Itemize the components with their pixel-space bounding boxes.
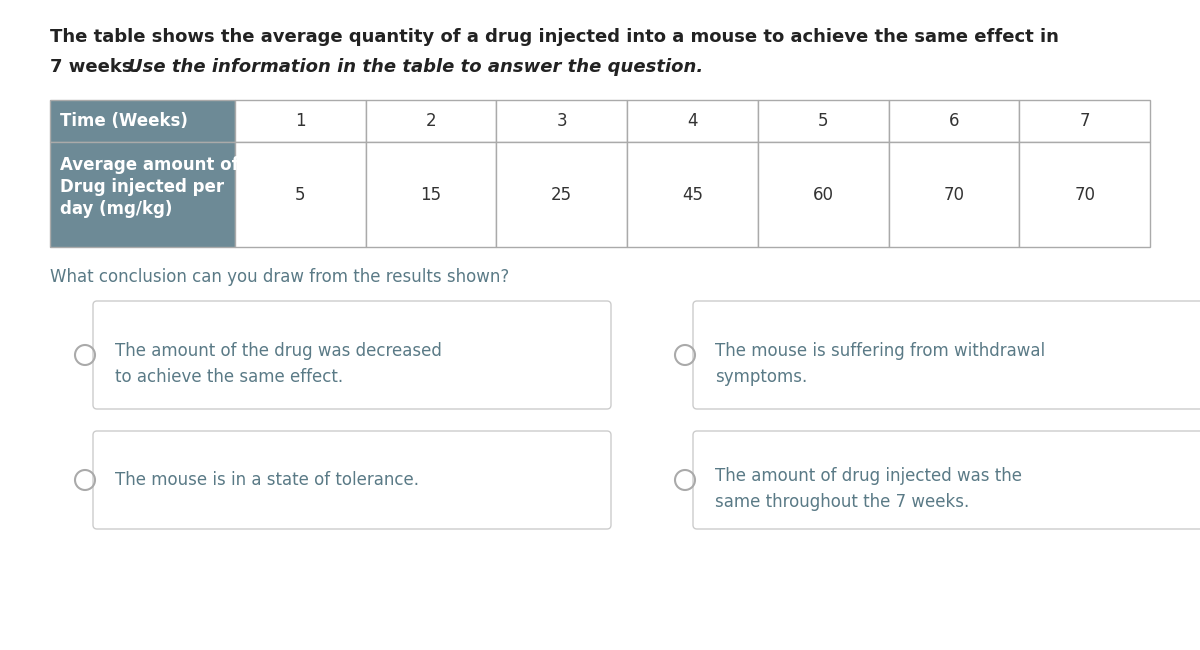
FancyBboxPatch shape	[94, 431, 611, 529]
Bar	[888, 100, 1019, 142]
Text: The mouse is suffering from withdrawal: The mouse is suffering from withdrawal	[715, 342, 1045, 360]
Bar	[758, 142, 888, 247]
Text: 25: 25	[551, 185, 572, 203]
Text: 5: 5	[818, 112, 828, 130]
Text: The mouse is in a state of tolerance.: The mouse is in a state of tolerance.	[115, 471, 419, 489]
FancyBboxPatch shape	[94, 301, 611, 409]
Bar	[235, 142, 366, 247]
Text: 60: 60	[812, 185, 834, 203]
Text: What conclusion can you draw from the results shown?: What conclusion can you draw from the re…	[50, 268, 509, 286]
Text: 70: 70	[1074, 185, 1096, 203]
Bar	[366, 100, 497, 142]
Text: Time (Weeks): Time (Weeks)	[60, 112, 188, 130]
Text: symptoms.: symptoms.	[715, 368, 808, 386]
Text: 45: 45	[682, 185, 703, 203]
Text: 15: 15	[420, 185, 442, 203]
Bar	[235, 100, 366, 142]
Text: 4: 4	[688, 112, 697, 130]
Bar	[1019, 100, 1150, 142]
Text: day (mg/kg): day (mg/kg)	[60, 200, 173, 218]
Bar	[1019, 142, 1150, 247]
Text: Average amount of: Average amount of	[60, 156, 239, 174]
FancyBboxPatch shape	[694, 301, 1200, 409]
Text: to achieve the same effect.: to achieve the same effect.	[115, 368, 343, 386]
Bar	[758, 100, 888, 142]
FancyBboxPatch shape	[694, 431, 1200, 529]
Bar	[50, 100, 235, 142]
Bar	[497, 142, 628, 247]
Bar	[366, 142, 497, 247]
Bar	[497, 100, 628, 142]
Text: Drug injected per: Drug injected per	[60, 178, 224, 196]
Text: The table shows the average quantity of a drug injected into a mouse to achieve : The table shows the average quantity of …	[50, 28, 1058, 46]
Bar	[628, 100, 758, 142]
Text: 6: 6	[949, 112, 959, 130]
Text: 7 weeks.: 7 weeks.	[50, 58, 145, 76]
Text: The amount of drug injected was the: The amount of drug injected was the	[715, 467, 1022, 485]
Text: 2: 2	[426, 112, 437, 130]
Text: 3: 3	[557, 112, 568, 130]
Text: 70: 70	[943, 185, 965, 203]
Text: Use the information in the table to answer the question.: Use the information in the table to answ…	[128, 58, 703, 76]
Text: 1: 1	[295, 112, 306, 130]
Bar	[628, 142, 758, 247]
Text: 5: 5	[295, 185, 306, 203]
Text: The amount of the drug was decreased: The amount of the drug was decreased	[115, 342, 442, 360]
Bar	[888, 142, 1019, 247]
Bar	[50, 142, 235, 247]
Text: same throughout the 7 weeks.: same throughout the 7 weeks.	[715, 493, 970, 511]
Text: 7: 7	[1079, 112, 1090, 130]
